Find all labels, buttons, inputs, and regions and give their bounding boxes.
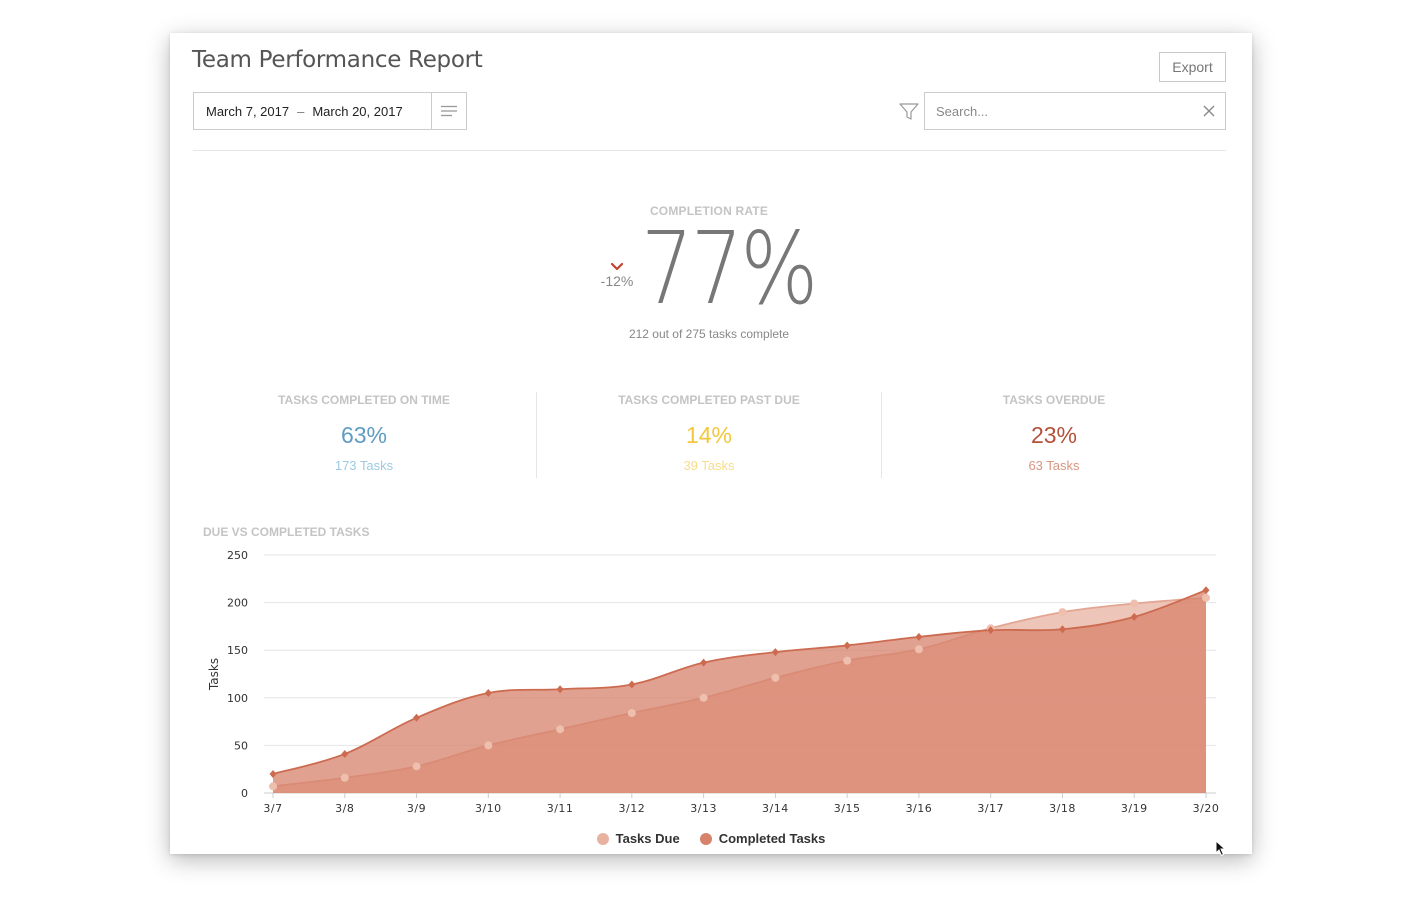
point-completed-tasks bbox=[484, 689, 492, 698]
x-tick-label: 3/18 bbox=[1049, 802, 1076, 815]
x-tick-label: 3/10 bbox=[475, 802, 502, 815]
x-tick-label: 3/14 bbox=[762, 802, 789, 815]
point-tasks-due bbox=[699, 693, 708, 702]
y-tick-label: 250 bbox=[227, 549, 248, 562]
mouse-cursor-icon bbox=[1215, 840, 1227, 857]
stat-count: 173 Tasks bbox=[334, 458, 394, 473]
stat-divider bbox=[881, 392, 882, 478]
page-title: Team Performance Report bbox=[192, 47, 483, 73]
stat-overdue: TASKS OVERDUE 23% 63 Tasks bbox=[882, 393, 1226, 473]
legend-swatch-due bbox=[596, 832, 609, 845]
point-tasks-due bbox=[269, 782, 277, 791]
point-completed-tasks bbox=[1058, 625, 1066, 634]
chart-title: DUE VS COMPLETED TASKS bbox=[203, 525, 370, 539]
x-tick-label: 3/8 bbox=[335, 802, 354, 815]
y-tick-label: 0 bbox=[241, 787, 248, 800]
legend-item-tasks-due[interactable]: Tasks Due bbox=[596, 831, 680, 846]
x-tick-label: 3/20 bbox=[1193, 802, 1220, 815]
y-tick-label: 100 bbox=[227, 692, 248, 705]
point-completed-tasks bbox=[1130, 612, 1138, 621]
stat-label: TASKS COMPLETED PAST DUE bbox=[618, 393, 800, 407]
point-tasks-due bbox=[1202, 593, 1210, 602]
lines-icon[interactable] bbox=[431, 93, 466, 129]
date-range-picker[interactable]: March 7, 2017 – March 20, 2017 bbox=[193, 92, 467, 130]
y-tick-label: 200 bbox=[227, 597, 248, 610]
point-tasks-due bbox=[340, 773, 349, 782]
x-tick-label: 3/12 bbox=[618, 802, 645, 815]
completion-summary: 212 out of 275 tasks complete bbox=[628, 327, 790, 341]
stat-percent: 63% bbox=[340, 422, 388, 448]
x-tick-label: 3/19 bbox=[1121, 802, 1148, 815]
point-tasks-due bbox=[914, 645, 923, 654]
stat-count: 63 Tasks bbox=[1028, 458, 1080, 473]
x-tick-label: 3/16 bbox=[906, 802, 933, 815]
point-tasks-due bbox=[1130, 599, 1139, 608]
completion-rate-value: 77% bbox=[641, 210, 818, 327]
funnel-icon[interactable] bbox=[898, 102, 920, 122]
area-completed-tasks bbox=[273, 590, 1206, 793]
point-completed-tasks bbox=[915, 632, 923, 641]
point-tasks-due bbox=[771, 673, 780, 682]
export-button[interactable]: Export bbox=[1159, 52, 1226, 82]
line-completed-tasks bbox=[272, 589, 1207, 775]
x-tick-label: 3/11 bbox=[547, 802, 574, 815]
point-tasks-due bbox=[484, 741, 493, 750]
legend-label: Completed Tasks bbox=[718, 831, 826, 846]
point-completed-tasks bbox=[269, 769, 277, 778]
start-date: March 7, 2017 bbox=[206, 103, 290, 119]
report-card: Team Performance Report Export March 7, … bbox=[170, 33, 1252, 854]
point-completed-tasks bbox=[341, 749, 349, 758]
y-axis-label: Tasks bbox=[207, 658, 221, 691]
point-completed-tasks bbox=[771, 648, 779, 657]
x-tick-label: 3/13 bbox=[690, 802, 717, 815]
search-input[interactable] bbox=[925, 93, 1193, 129]
x-tick-label: 3/15 bbox=[834, 802, 861, 815]
date-range-text[interactable]: March 7, 2017 – March 20, 2017 bbox=[194, 93, 431, 129]
point-completed-tasks bbox=[628, 680, 636, 689]
completion-change: -12% bbox=[589, 259, 645, 291]
point-tasks-due bbox=[412, 762, 421, 771]
header-divider bbox=[193, 150, 1226, 151]
completion-rate-label: COMPLETION RATE bbox=[649, 204, 769, 218]
point-completed-tasks bbox=[1202, 586, 1210, 595]
stat-divider bbox=[536, 392, 537, 478]
stat-past-due: TASKS COMPLETED PAST DUE 14% 39 Tasks bbox=[537, 393, 881, 473]
area-chart: 0 50 100 150 200 250 3/7 3/8 3/9 3/10 3/11 3/12 3/13… bbox=[207, 549, 1220, 815]
date-separator: – bbox=[297, 103, 305, 119]
stat-percent: 23% bbox=[1030, 422, 1078, 448]
search-box bbox=[924, 92, 1226, 130]
point-completed-tasks bbox=[413, 713, 421, 722]
point-tasks-due bbox=[843, 656, 852, 665]
legend-swatch-completed bbox=[699, 832, 712, 845]
legend-item-completed-tasks[interactable]: Completed Tasks bbox=[699, 831, 826, 846]
point-tasks-due bbox=[627, 709, 636, 718]
chevron-down-icon bbox=[589, 259, 645, 273]
point-completed-tasks bbox=[987, 626, 995, 635]
stat-on-time: TASKS COMPLETED ON TIME 63% 173 Tasks bbox=[192, 393, 536, 473]
point-completed-tasks bbox=[843, 641, 851, 650]
end-date: March 20, 2017 bbox=[312, 103, 403, 119]
x-tick-label: 3/17 bbox=[977, 802, 1004, 815]
y-tick-label: 50 bbox=[234, 739, 248, 752]
stat-label: TASKS OVERDUE bbox=[1002, 393, 1106, 407]
point-tasks-due bbox=[1058, 608, 1067, 617]
y-tick-label: 150 bbox=[227, 644, 248, 657]
stat-label: TASKS COMPLETED ON TIME bbox=[278, 393, 450, 407]
stat-percent: 14% bbox=[685, 422, 733, 448]
point-tasks-due bbox=[556, 725, 565, 734]
x-tick-label: 3/7 bbox=[263, 802, 282, 815]
completion-change-value: -12% bbox=[600, 273, 634, 289]
legend-label: Tasks Due bbox=[615, 831, 680, 846]
point-completed-tasks bbox=[556, 685, 564, 694]
close-icon[interactable] bbox=[1193, 93, 1225, 129]
point-completed-tasks bbox=[700, 658, 708, 667]
stat-count: 39 Tasks bbox=[683, 458, 735, 473]
chart-legend: Tasks Due Completed Tasks bbox=[170, 831, 1252, 846]
x-tick-label: 3/9 bbox=[407, 802, 426, 815]
